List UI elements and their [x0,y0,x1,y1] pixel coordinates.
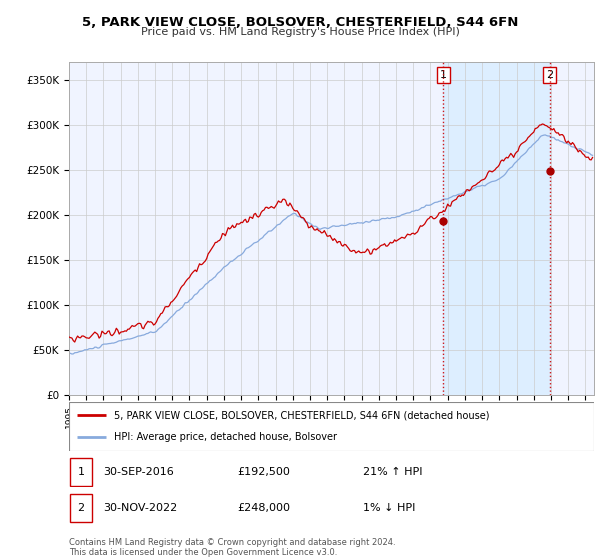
Text: 2: 2 [546,70,553,80]
Text: 1: 1 [77,467,85,477]
Text: 21% ↑ HPI: 21% ↑ HPI [363,467,422,477]
Text: £192,500: £192,500 [237,467,290,477]
Bar [443,62,550,395]
Text: Price paid vs. HM Land Registry's House Price Index (HPI): Price paid vs. HM Land Registry's House … [140,27,460,38]
Text: 1: 1 [440,70,447,80]
Text: HPI: Average price, detached house, Bolsover: HPI: Average price, detached house, Bols… [113,432,337,442]
Text: 30-SEP-2016: 30-SEP-2016 [103,467,174,477]
Text: 5, PARK VIEW CLOSE, BOLSOVER, CHESTERFIELD, S44 6FN (detached house): 5, PARK VIEW CLOSE, BOLSOVER, CHESTERFIE… [113,410,489,421]
Text: 1% ↓ HPI: 1% ↓ HPI [363,503,415,513]
Bar [70,458,92,486]
Text: £248,000: £248,000 [237,503,290,513]
Bar [70,494,92,522]
Text: 2: 2 [77,503,85,513]
Text: 5, PARK VIEW CLOSE, BOLSOVER, CHESTERFIELD, S44 6FN: 5, PARK VIEW CLOSE, BOLSOVER, CHESTERFIE… [82,16,518,29]
Text: Contains HM Land Registry data © Crown copyright and database right 2024.
This d: Contains HM Land Registry data © Crown c… [69,538,395,557]
Text: 30-NOV-2022: 30-NOV-2022 [103,503,178,513]
